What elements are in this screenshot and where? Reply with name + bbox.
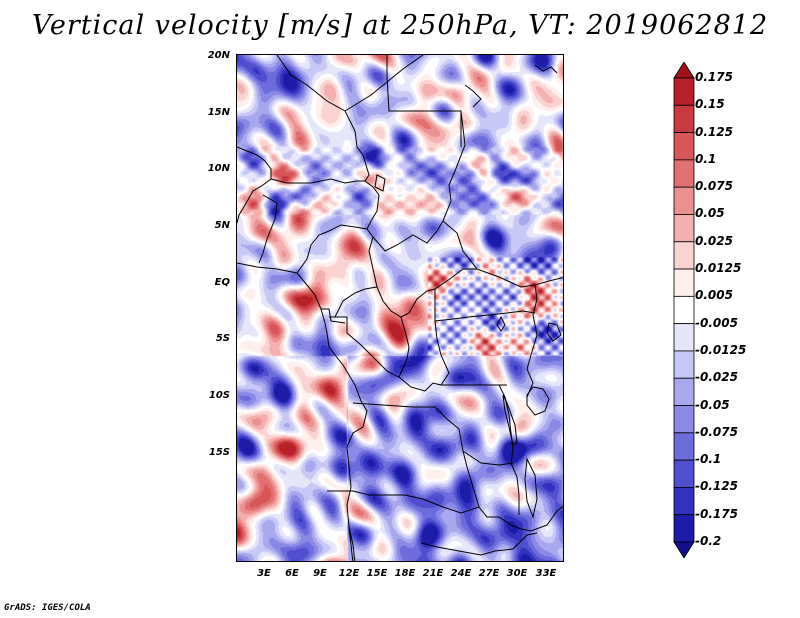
lon-label-33e: 33E	[535, 568, 557, 579]
colorbar-label: 0.075	[695, 179, 733, 194]
lat-label-eq: EQ	[214, 277, 230, 288]
colorbar-label: 0.125	[695, 124, 733, 139]
colorbar-cell	[673, 323, 695, 352]
colorbar-label: -0.175	[695, 506, 738, 521]
colorbar-cell	[673, 514, 695, 543]
lon-label-12e: 12E	[338, 568, 360, 579]
lat-label-15n: 15N	[207, 107, 230, 118]
colorbar-label: -0.025	[695, 370, 738, 385]
lat-label-10s: 10S	[208, 390, 230, 401]
colorbar-cell	[673, 350, 695, 379]
lat-label-20n: 20N	[207, 50, 230, 61]
colorbar-cell	[673, 77, 695, 106]
lat-label-10n: 10N	[207, 163, 230, 174]
colorbar-label: 0.15	[695, 97, 725, 112]
colorbar-label: -0.125	[695, 479, 738, 494]
colorbar-cell	[673, 62, 695, 79]
footer-credit: GrADS: IGES/COLA	[4, 603, 91, 613]
lon-label-24e: 24E	[450, 568, 472, 579]
colorbar-cell	[673, 405, 695, 434]
colorbar-cell	[673, 159, 695, 188]
lon-label-27e: 27E	[478, 568, 500, 579]
colorbar-label: -0.005	[695, 315, 738, 330]
lon-label-18e: 18E	[394, 568, 416, 579]
vertical-velocity-field	[237, 55, 563, 561]
map-panel	[236, 54, 564, 562]
lat-label-5s: 5S	[215, 333, 230, 344]
lon-label-6e: 6E	[285, 568, 299, 579]
lon-label-9e: 9E	[313, 568, 327, 579]
colorbar-label: -0.1	[695, 452, 722, 467]
colorbar-cell	[673, 377, 695, 406]
lat-label-5n: 5N	[214, 220, 230, 231]
colorbar-label: 0.1	[695, 151, 717, 166]
colorbar-label: -0.075	[695, 424, 738, 439]
colorbar-cell	[673, 186, 695, 215]
colorbar-cell	[673, 104, 695, 133]
colorbar-label: -0.05	[695, 397, 730, 412]
colorbar-label: 0.175	[695, 70, 733, 84]
lon-label-15e: 15E	[366, 568, 388, 579]
country-borders	[237, 55, 563, 561]
lon-label-30e: 30E	[506, 568, 528, 579]
colorbar-cell	[673, 432, 695, 461]
colorbar-cell	[673, 487, 695, 516]
map-title: Vertical velocity [m/s] at 250hPa, VT: 2…	[31, 10, 769, 41]
colorbar-label: -0.0125	[695, 342, 747, 357]
colorbar-label: 0.025	[695, 233, 733, 248]
lon-label-3e: 3E	[257, 568, 271, 579]
colorbar-cell	[673, 268, 695, 297]
colorbar-cell	[673, 241, 695, 270]
colorbar-cell	[673, 295, 695, 325]
colorbar	[673, 62, 695, 558]
colorbar-cell	[673, 459, 695, 488]
colorbar-cell	[673, 214, 695, 243]
colorbar-label: 0.05	[695, 206, 725, 221]
colorbar-label: 0.0125	[695, 261, 742, 276]
colorbar-cell	[673, 132, 695, 161]
lon-label-21e: 21E	[422, 568, 444, 579]
lat-label-15s: 15S	[208, 447, 230, 458]
colorbar-label: 0.005	[695, 288, 733, 303]
colorbar-label: -0.2	[695, 534, 722, 548]
colorbar-cell	[673, 541, 695, 558]
